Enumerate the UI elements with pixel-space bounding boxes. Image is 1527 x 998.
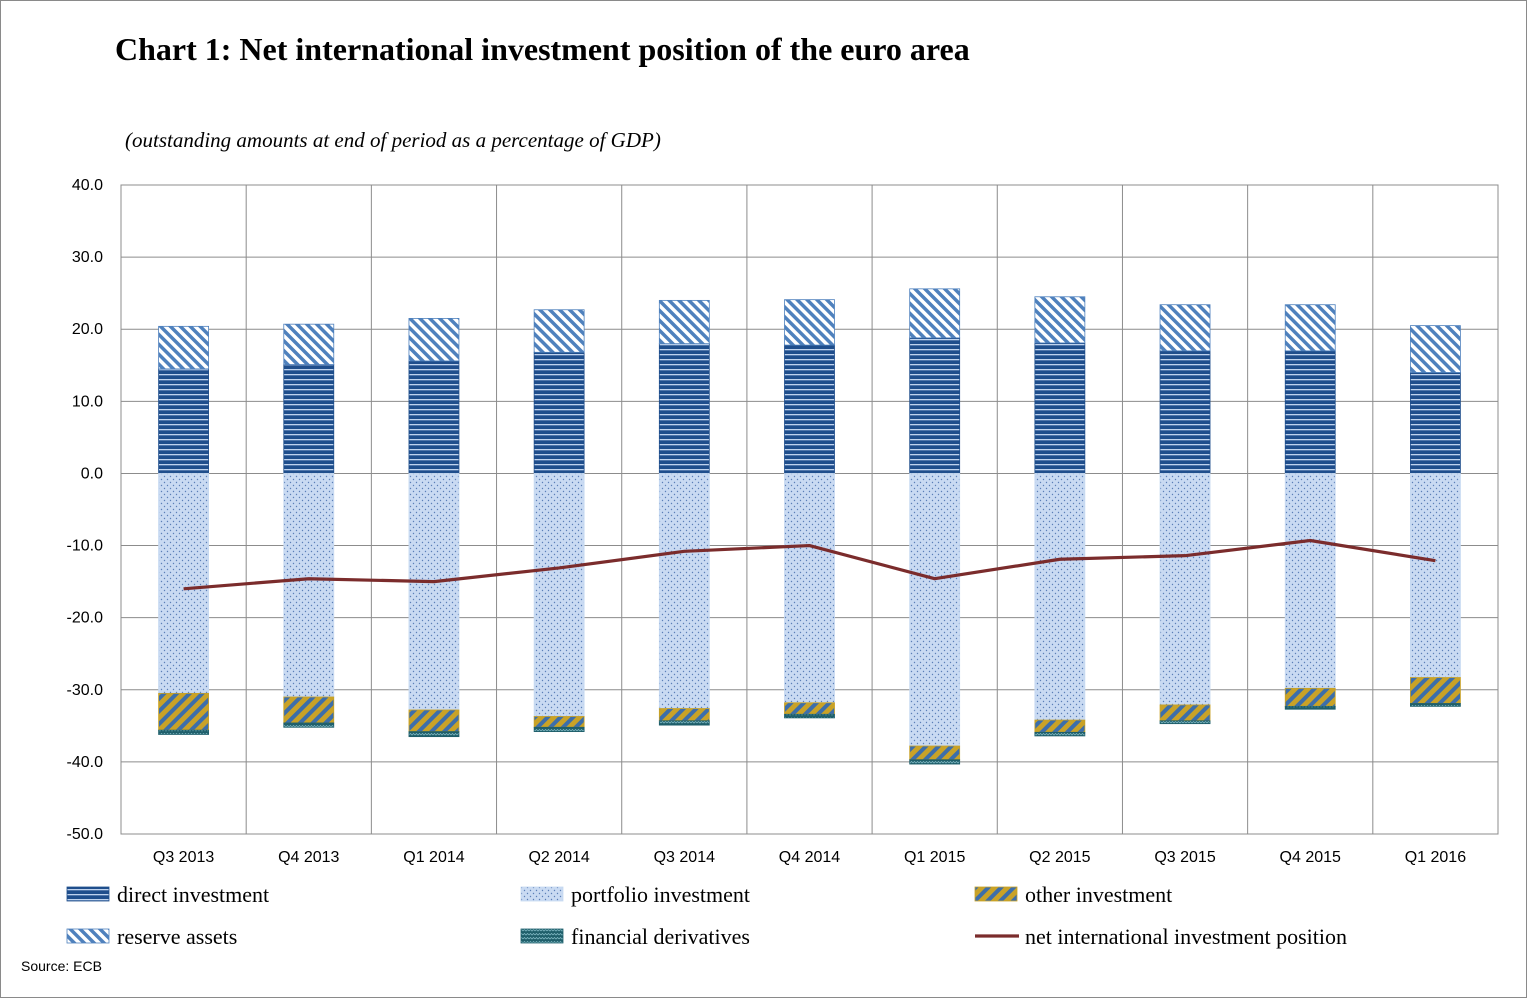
bar-direct-investment <box>784 344 835 474</box>
y-tick-label: -30.0 <box>67 682 104 699</box>
bar-other-investment <box>784 702 835 715</box>
x-tick-label: Q4 2014 <box>779 849 840 866</box>
x-tick-label: Q2 2014 <box>528 849 589 866</box>
y-tick-label: -40.0 <box>67 754 104 771</box>
legend-label-net-international-investment-position: net international investment position <box>1025 924 1347 949</box>
legend-swatch-direct-investment <box>66 886 110 902</box>
bar-direct-investment <box>909 337 961 474</box>
bar-portfolio-investment <box>533 473 585 717</box>
bar-financial-derivatives <box>1034 731 1086 737</box>
x-tick-label: Q1 2015 <box>904 849 965 866</box>
source-note: Source: ECB <box>21 958 102 974</box>
net-position-line-group <box>183 538 1436 591</box>
legend-label-reserve-assets: reserve assets <box>117 924 237 949</box>
bar-reserve-assets <box>784 299 835 346</box>
legend-swatch-portfolio-investment <box>520 886 564 902</box>
bar-financial-derivatives <box>784 713 835 719</box>
legend-label-direct-investment: direct investment <box>117 882 269 907</box>
bar-reserve-assets <box>158 325 209 370</box>
bar-direct-investment <box>283 364 335 474</box>
bar-reserve-assets <box>658 299 710 345</box>
bar-reserve-assets <box>1034 296 1086 344</box>
y-axis: 40.0 30.0 20.0 10.0 0.0 -10.0 -20.0 -30.0 -40.0 -… <box>67 177 104 843</box>
bar-financial-derivatives <box>658 720 710 726</box>
bar-reserve-assets <box>1284 304 1336 352</box>
y-tick-label: 20.0 <box>72 321 103 338</box>
bar-portfolio-investment <box>158 473 209 694</box>
x-tick-label: Q3 2013 <box>153 849 214 866</box>
bar-direct-investment <box>158 368 209 474</box>
bars <box>158 288 1461 765</box>
bar-other-investment <box>1410 677 1461 704</box>
bar-other-investment <box>283 696 335 724</box>
legend-swatch-reserve-assets <box>66 928 110 944</box>
x-axis: Q3 2013 Q4 2013 Q1 2014 Q2 2014 Q3 2014 Q4 20… <box>153 849 1466 866</box>
bar-direct-investment <box>658 343 710 474</box>
bar-other-investment <box>1159 704 1211 722</box>
legend-label-financial-derivatives: financial derivatives <box>571 924 750 949</box>
y-tick-label: -50.0 <box>67 826 104 843</box>
x-tick-label: Q1 2014 <box>403 849 464 866</box>
bar-portfolio-investment <box>283 473 335 698</box>
legend: direct investment portfolio investment oth… <box>66 882 1347 949</box>
x-tick-label: Q4 2015 <box>1280 849 1341 866</box>
bar-portfolio-investment <box>1284 473 1336 689</box>
bar-other-investment <box>1034 719 1086 733</box>
legend-label-other-investment: other investment <box>1025 882 1172 907</box>
bar-other-investment <box>1284 687 1336 707</box>
bar-portfolio-investment <box>909 473 961 747</box>
bar-reserve-assets <box>533 309 585 353</box>
bar-direct-investment <box>533 351 585 474</box>
bar-financial-derivatives <box>408 731 460 738</box>
bar-other-investment <box>408 709 460 733</box>
bar-portfolio-investment <box>1034 473 1086 721</box>
legend-label-portfolio-investment: portfolio investment <box>571 882 750 907</box>
net-position-line <box>183 538 1436 591</box>
x-tick-label: Q2 2015 <box>1029 849 1090 866</box>
bar-portfolio-investment <box>408 473 460 711</box>
bar-financial-derivatives <box>1159 720 1211 725</box>
x-tick-label: Q1 2016 <box>1405 849 1466 866</box>
bar-financial-derivatives <box>1284 705 1336 710</box>
bar-direct-investment <box>1410 372 1461 474</box>
bar-reserve-assets <box>1410 325 1461 373</box>
bar-reserve-assets <box>283 323 335 365</box>
bar-portfolio-investment <box>1159 473 1211 706</box>
bar-financial-derivatives <box>283 722 335 728</box>
bar-financial-derivatives <box>909 759 961 765</box>
legend-swatch-other-investment <box>974 886 1018 902</box>
x-tick-label: Q4 2013 <box>278 849 339 866</box>
bar-financial-derivatives <box>158 729 209 735</box>
chart-subtitle: (outstanding amounts at end of period as… <box>125 128 661 152</box>
bar-financial-derivatives <box>1410 703 1461 707</box>
y-tick-label: 10.0 <box>72 393 103 410</box>
bar-direct-investment <box>1284 350 1336 474</box>
bar-reserve-assets <box>1159 304 1211 352</box>
legend-swatch-financial-derivatives <box>520 928 564 944</box>
bar-direct-investment <box>408 360 460 474</box>
y-tick-label: -20.0 <box>67 610 104 627</box>
bar-financial-derivatives <box>533 726 585 733</box>
bar-other-investment <box>658 708 710 722</box>
chart-title: Chart 1: Net international investment po… <box>115 31 970 67</box>
bar-portfolio-investment <box>1410 473 1461 678</box>
y-tick-label: 30.0 <box>72 249 103 266</box>
bar-other-investment <box>533 716 585 728</box>
bar-reserve-assets <box>909 288 961 339</box>
y-tick-label: 0.0 <box>81 465 103 482</box>
y-tick-label: 40.0 <box>72 177 103 194</box>
bar-portfolio-investment <box>658 473 710 709</box>
x-tick-label: Q3 2015 <box>1154 849 1215 866</box>
x-tick-label: Q3 2014 <box>654 849 715 866</box>
y-tick-label: -10.0 <box>67 538 104 555</box>
bar-direct-investment <box>1034 342 1086 474</box>
bar-other-investment <box>909 745 961 761</box>
bar-other-investment <box>158 692 209 731</box>
bar-reserve-assets <box>408 318 460 362</box>
bar-direct-investment <box>1159 350 1211 474</box>
bar-portfolio-investment <box>784 473 835 704</box>
